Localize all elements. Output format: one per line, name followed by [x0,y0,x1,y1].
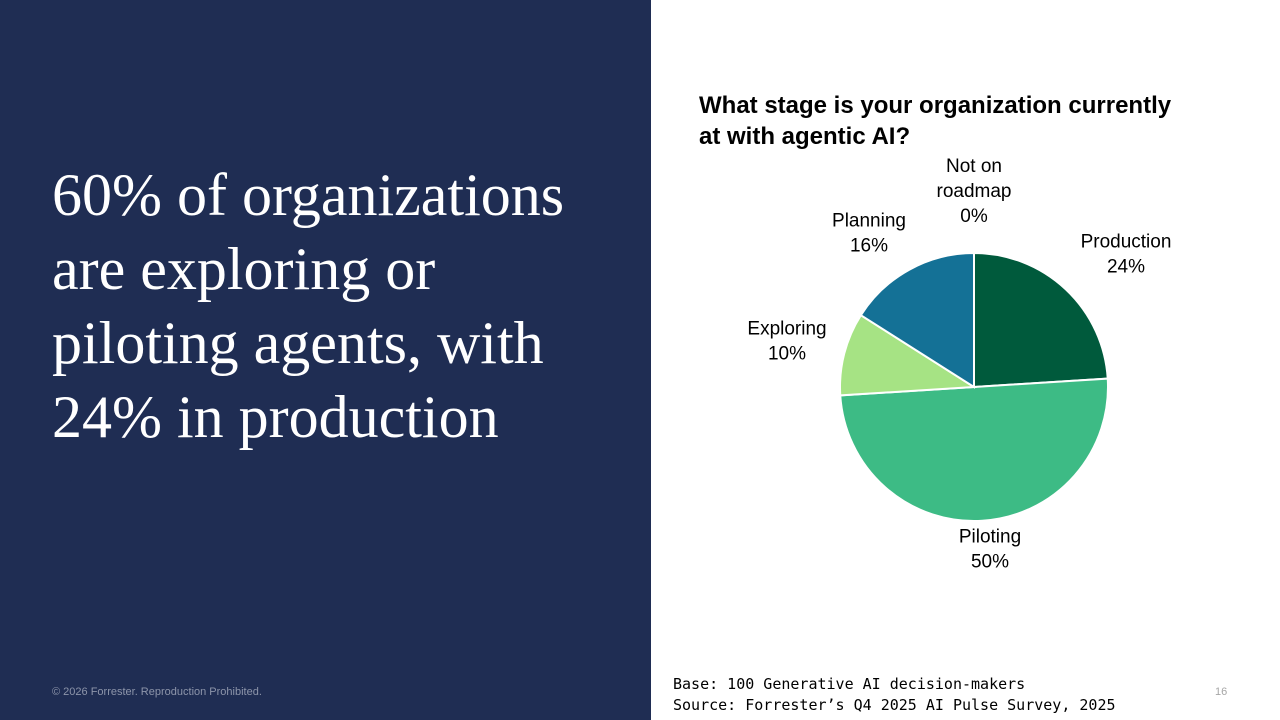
footnote: Base: 100 Generative AI decision-makers … [673,674,1116,716]
slice-label-production: Production 24% [1081,232,1172,278]
page-number: 16 [1215,686,1228,698]
source-note: Source: Forrester’s Q4 2025 AI Pulse Sur… [673,696,1116,714]
slice-label-piloting: Piloting 50% [959,527,1021,573]
chart-title: What stage is your organization currentl… [699,92,1172,150]
pie-slice-piloting [839,377,1109,522]
pie-slice-planning [859,251,975,389]
copyright-notice: © 2026 Forrester. Reproduction Prohibite… [52,686,262,698]
slice-label-not-on-roadmap: Not on roadmap 0% [937,156,1012,227]
headline-panel: 60% of organizations are exploring or pi… [0,0,651,720]
headline: 60% of organizations are exploring or pi… [52,162,565,450]
pie-slice-exploring [839,313,978,397]
slice-label-exploring: Exploring 10% [747,319,826,365]
base-note: Base: 100 Generative AI decision-makers [673,675,1026,693]
pie-slice-production [973,251,1109,389]
slice-label-planning: Planning 16% [832,211,906,257]
